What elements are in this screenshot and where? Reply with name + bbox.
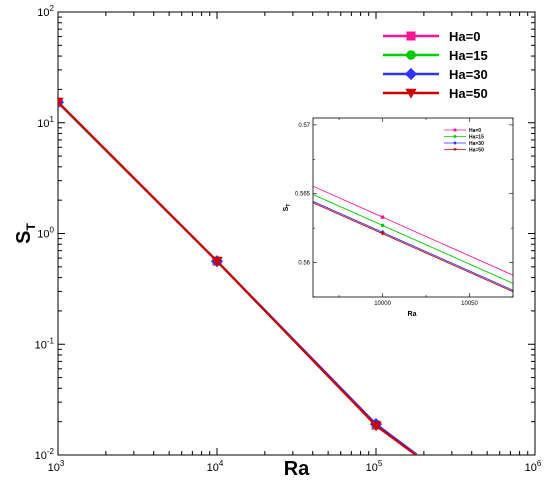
inset-plot-area: [313, 185, 513, 293]
inset-legend-label: Ha=30: [469, 141, 484, 147]
data-point: [211, 256, 223, 267]
data-point: [370, 421, 382, 432]
inset-legend-entry: Ha=0: [444, 128, 481, 134]
legend-label: Ha=50: [449, 86, 488, 101]
main-legend: Ha=0 Ha=15 Ha=30 Ha=50: [383, 29, 488, 101]
series-ha-50: [58, 97, 418, 455]
inset-legend-entry: Ha=15: [444, 134, 484, 140]
y-tick-label: 102: [37, 4, 54, 19]
main-plot-area: [58, 96, 418, 455]
legend-label: Ha=0: [449, 29, 480, 44]
y-axis-title: ST: [13, 223, 38, 244]
inset-chart: 10000 10050 0.56 0.565 0.57 Ra ST Ha=0Ha=15…: [283, 117, 514, 318]
y-tick-label: 100: [37, 226, 54, 241]
legend-entry: Ha=0: [383, 29, 480, 44]
main-y-tick-labels: 10-2 10-1 100 101 102: [35, 4, 55, 462]
series-line: [58, 101, 418, 455]
x-tick-label: 105: [366, 459, 383, 474]
legend-label: Ha=15: [449, 48, 488, 63]
inset-y-tick-label: 0.565: [295, 192, 311, 198]
y-axis-title-main: S: [13, 231, 35, 244]
inset-y-tick-label: 0.56: [298, 261, 310, 267]
legend-marker: [406, 50, 416, 60]
inset-data-point: [380, 223, 385, 228]
legend-entry: Ha=50: [383, 86, 488, 101]
inset-x-tick-label: 10000: [374, 301, 391, 307]
inset-legend-marker: [453, 128, 457, 132]
inset-y-tick-labels: 0.56 0.565 0.57: [295, 123, 311, 267]
inset-legend-entry: Ha=30: [444, 141, 484, 147]
inset-tick-marks: [313, 118, 514, 298]
inset-data-point: [380, 232, 385, 236]
inset-x-tick-labels: 10000 10050: [374, 301, 478, 307]
legend-marker: [405, 88, 417, 99]
inset-series-line: [313, 200, 513, 291]
inset-legend-label: Ha=15: [469, 134, 484, 140]
y-tick-label: 10-1: [35, 336, 55, 351]
inset-series-ha-0: [313, 185, 513, 276]
main-tick-marks: [57, 11, 536, 456]
inset-legend-marker: [453, 141, 457, 145]
inset-data-point: [380, 215, 385, 219]
legend-entry: Ha=15: [383, 48, 488, 63]
inset-y-axis-title-main: S: [283, 206, 290, 211]
inset-x-axis-title: Ra: [408, 311, 417, 318]
inset-legend-label: Ha=0: [469, 128, 481, 134]
inset-y-axis-title-subscript: T: [286, 204, 292, 207]
inset-series-ha-50: [313, 202, 513, 293]
inset-x-tick-label: 10050: [461, 301, 478, 307]
legend-marker: [404, 67, 418, 81]
legend-label: Ha=30: [449, 67, 488, 82]
y-tick-label: 101: [37, 115, 54, 130]
inset-series-line: [313, 202, 513, 293]
y-tick-label: 10-2: [35, 447, 55, 462]
main-x-tick-labels: 103 104 105 106: [48, 459, 542, 474]
inset-y-tick-label: 0.57: [298, 123, 310, 129]
x-tick-label: 103: [48, 459, 65, 474]
inset-plot-frame: [312, 117, 514, 298]
inset-legend-label: Ha=50: [469, 147, 484, 153]
y-axis-title-subscript: T: [24, 223, 38, 231]
inset-series-ha-15: [313, 193, 513, 284]
inset-legend-marker: [453, 148, 457, 152]
x-axis-title: Ra: [284, 458, 310, 480]
inset-series-line: [313, 185, 513, 276]
data-point: [58, 97, 64, 108]
inset-legend-entry: Ha=50: [444, 147, 484, 153]
x-tick-label: 104: [207, 459, 224, 474]
legend-entry: Ha=30: [383, 67, 488, 82]
legend-marker: [406, 31, 416, 41]
x-tick-label: 106: [525, 459, 542, 474]
inset-background: [313, 118, 513, 297]
inset-series-line: [313, 193, 513, 284]
inset-legend-marker: [453, 135, 457, 138]
inset-y-axis-title: ST: [283, 204, 292, 212]
